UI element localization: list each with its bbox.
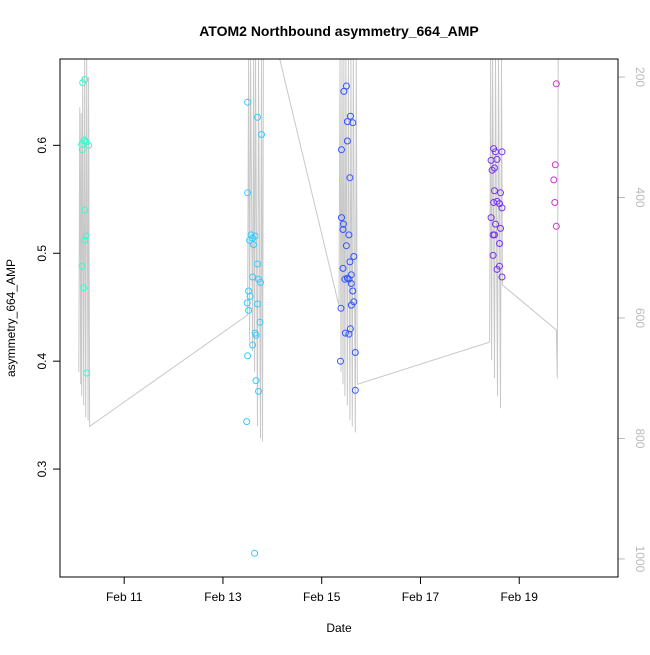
x-tick-label: Feb 11 [106, 590, 143, 604]
data-point-series-5 [551, 161, 559, 169]
data-point-series-4 [489, 251, 497, 259]
data-point-series-4 [496, 240, 503, 247]
data-point-series-3 [340, 87, 348, 95]
data-point-series-4 [498, 204, 506, 212]
data-point-series-4 [493, 155, 501, 163]
y2-tick-label: 200 [633, 67, 647, 87]
y-tick-label: 0.4 [35, 353, 49, 370]
data-point-series-1 [78, 146, 86, 154]
data-point-series-3 [342, 242, 350, 250]
data-point-series-4 [493, 265, 501, 273]
data-point-series-2 [251, 549, 259, 557]
data-point-series-1 [78, 262, 86, 270]
data-point-series-5 [552, 80, 560, 88]
data-point-series-2 [254, 260, 261, 268]
data-point-series-3 [345, 330, 353, 338]
x-tick-label: Feb 15 [303, 590, 341, 604]
data-point-series-5 [552, 222, 560, 230]
data-point-series-3 [343, 137, 351, 145]
data-point-series-5 [550, 176, 558, 184]
data-point-series-1 [81, 206, 89, 214]
data-point-series-3 [341, 275, 349, 283]
data-point-series-1 [80, 284, 88, 292]
data-point-series-2 [244, 98, 252, 106]
data-point-series-3 [341, 329, 349, 337]
data-point-series-3 [349, 287, 357, 295]
x-tick-label: Feb 17 [402, 590, 440, 604]
data-point-series-2 [252, 331, 260, 339]
data-point-series-2 [251, 232, 259, 240]
y2-tick-label: 1000 [633, 546, 647, 573]
data-point-series-4 [498, 148, 506, 156]
data-point-series-3 [337, 304, 345, 312]
plot-frame [59, 58, 619, 578]
x-tick-label: Feb 13 [204, 590, 242, 604]
data-point-series-3 [350, 253, 358, 260]
data-point-series-4 [497, 224, 504, 232]
data-point-series-3 [346, 258, 354, 266]
data-point-series-1 [82, 232, 90, 240]
data-point-series-3 [346, 112, 354, 120]
data-point-series-3 [347, 301, 355, 309]
y2-tick-label: 600 [633, 308, 647, 328]
data-point-series-4 [488, 166, 496, 174]
x-tick-label: Feb 19 [501, 590, 539, 604]
data-point-series-1 [78, 140, 86, 148]
data-point-series-2 [245, 306, 253, 314]
data-point-series-3 [347, 280, 355, 287]
data-point-series-2 [252, 377, 260, 385]
data-point-series-2 [244, 189, 252, 197]
data-point-series-3 [339, 220, 347, 228]
data-point-series-2 [254, 300, 261, 308]
data-point-series-4 [497, 189, 504, 197]
data-point-series-2 [249, 341, 257, 349]
y-axis-label: asymmetry_664_AMP [4, 259, 18, 377]
data-point-series-1 [85, 141, 93, 149]
data-point-series-4 [492, 220, 499, 228]
data-point-series-2 [249, 273, 257, 281]
chart-title: ATOM2 Northbound asymmetry_664_AMP [199, 23, 479, 39]
y2-tick-label: 800 [633, 428, 647, 448]
data-point-series-4 [487, 214, 495, 222]
data-point-series-2 [254, 113, 261, 121]
data-point-series-2 [243, 299, 251, 307]
data-point-series-3 [338, 214, 345, 222]
y-tick-label: 0.6 [35, 137, 49, 154]
data-point-series-2 [255, 387, 262, 395]
data-point-series-4 [498, 273, 506, 281]
data-point-series-4 [491, 231, 498, 239]
points-layer [78, 76, 560, 557]
y-tick-label: 0.5 [35, 245, 49, 262]
data-point-series-3 [338, 146, 345, 154]
data-point-series-1 [81, 236, 89, 244]
data-point-series-3 [346, 174, 354, 182]
data-point-series-4 [491, 164, 498, 172]
data-point-series-3 [351, 386, 359, 394]
data-point-series-3 [351, 349, 359, 356]
data-point-series-1 [81, 76, 89, 83]
data-point-series-1 [83, 369, 91, 377]
y2-tick-label: 400 [633, 188, 647, 208]
y-tick-label: 0.3 [35, 460, 49, 477]
data-point-series-5 [551, 199, 559, 206]
data-point-series-3 [339, 264, 347, 272]
data-point-series-2 [250, 241, 258, 249]
x-axis-label: Date [326, 621, 352, 635]
data-point-series-2 [243, 418, 251, 426]
data-point-series-3 [345, 231, 353, 239]
data-point-series-2 [246, 236, 254, 244]
data-point-series-2 [258, 131, 265, 138]
data-point-series-3 [349, 119, 357, 127]
data-point-series-4 [491, 187, 498, 195]
data-point-series-3 [339, 226, 347, 233]
data-point-series-2 [244, 352, 252, 360]
data-point-series-2 [246, 292, 254, 300]
data-point-series-2 [257, 278, 264, 286]
data-point-series-3 [337, 357, 344, 365]
data-point-series-2 [256, 318, 264, 326]
